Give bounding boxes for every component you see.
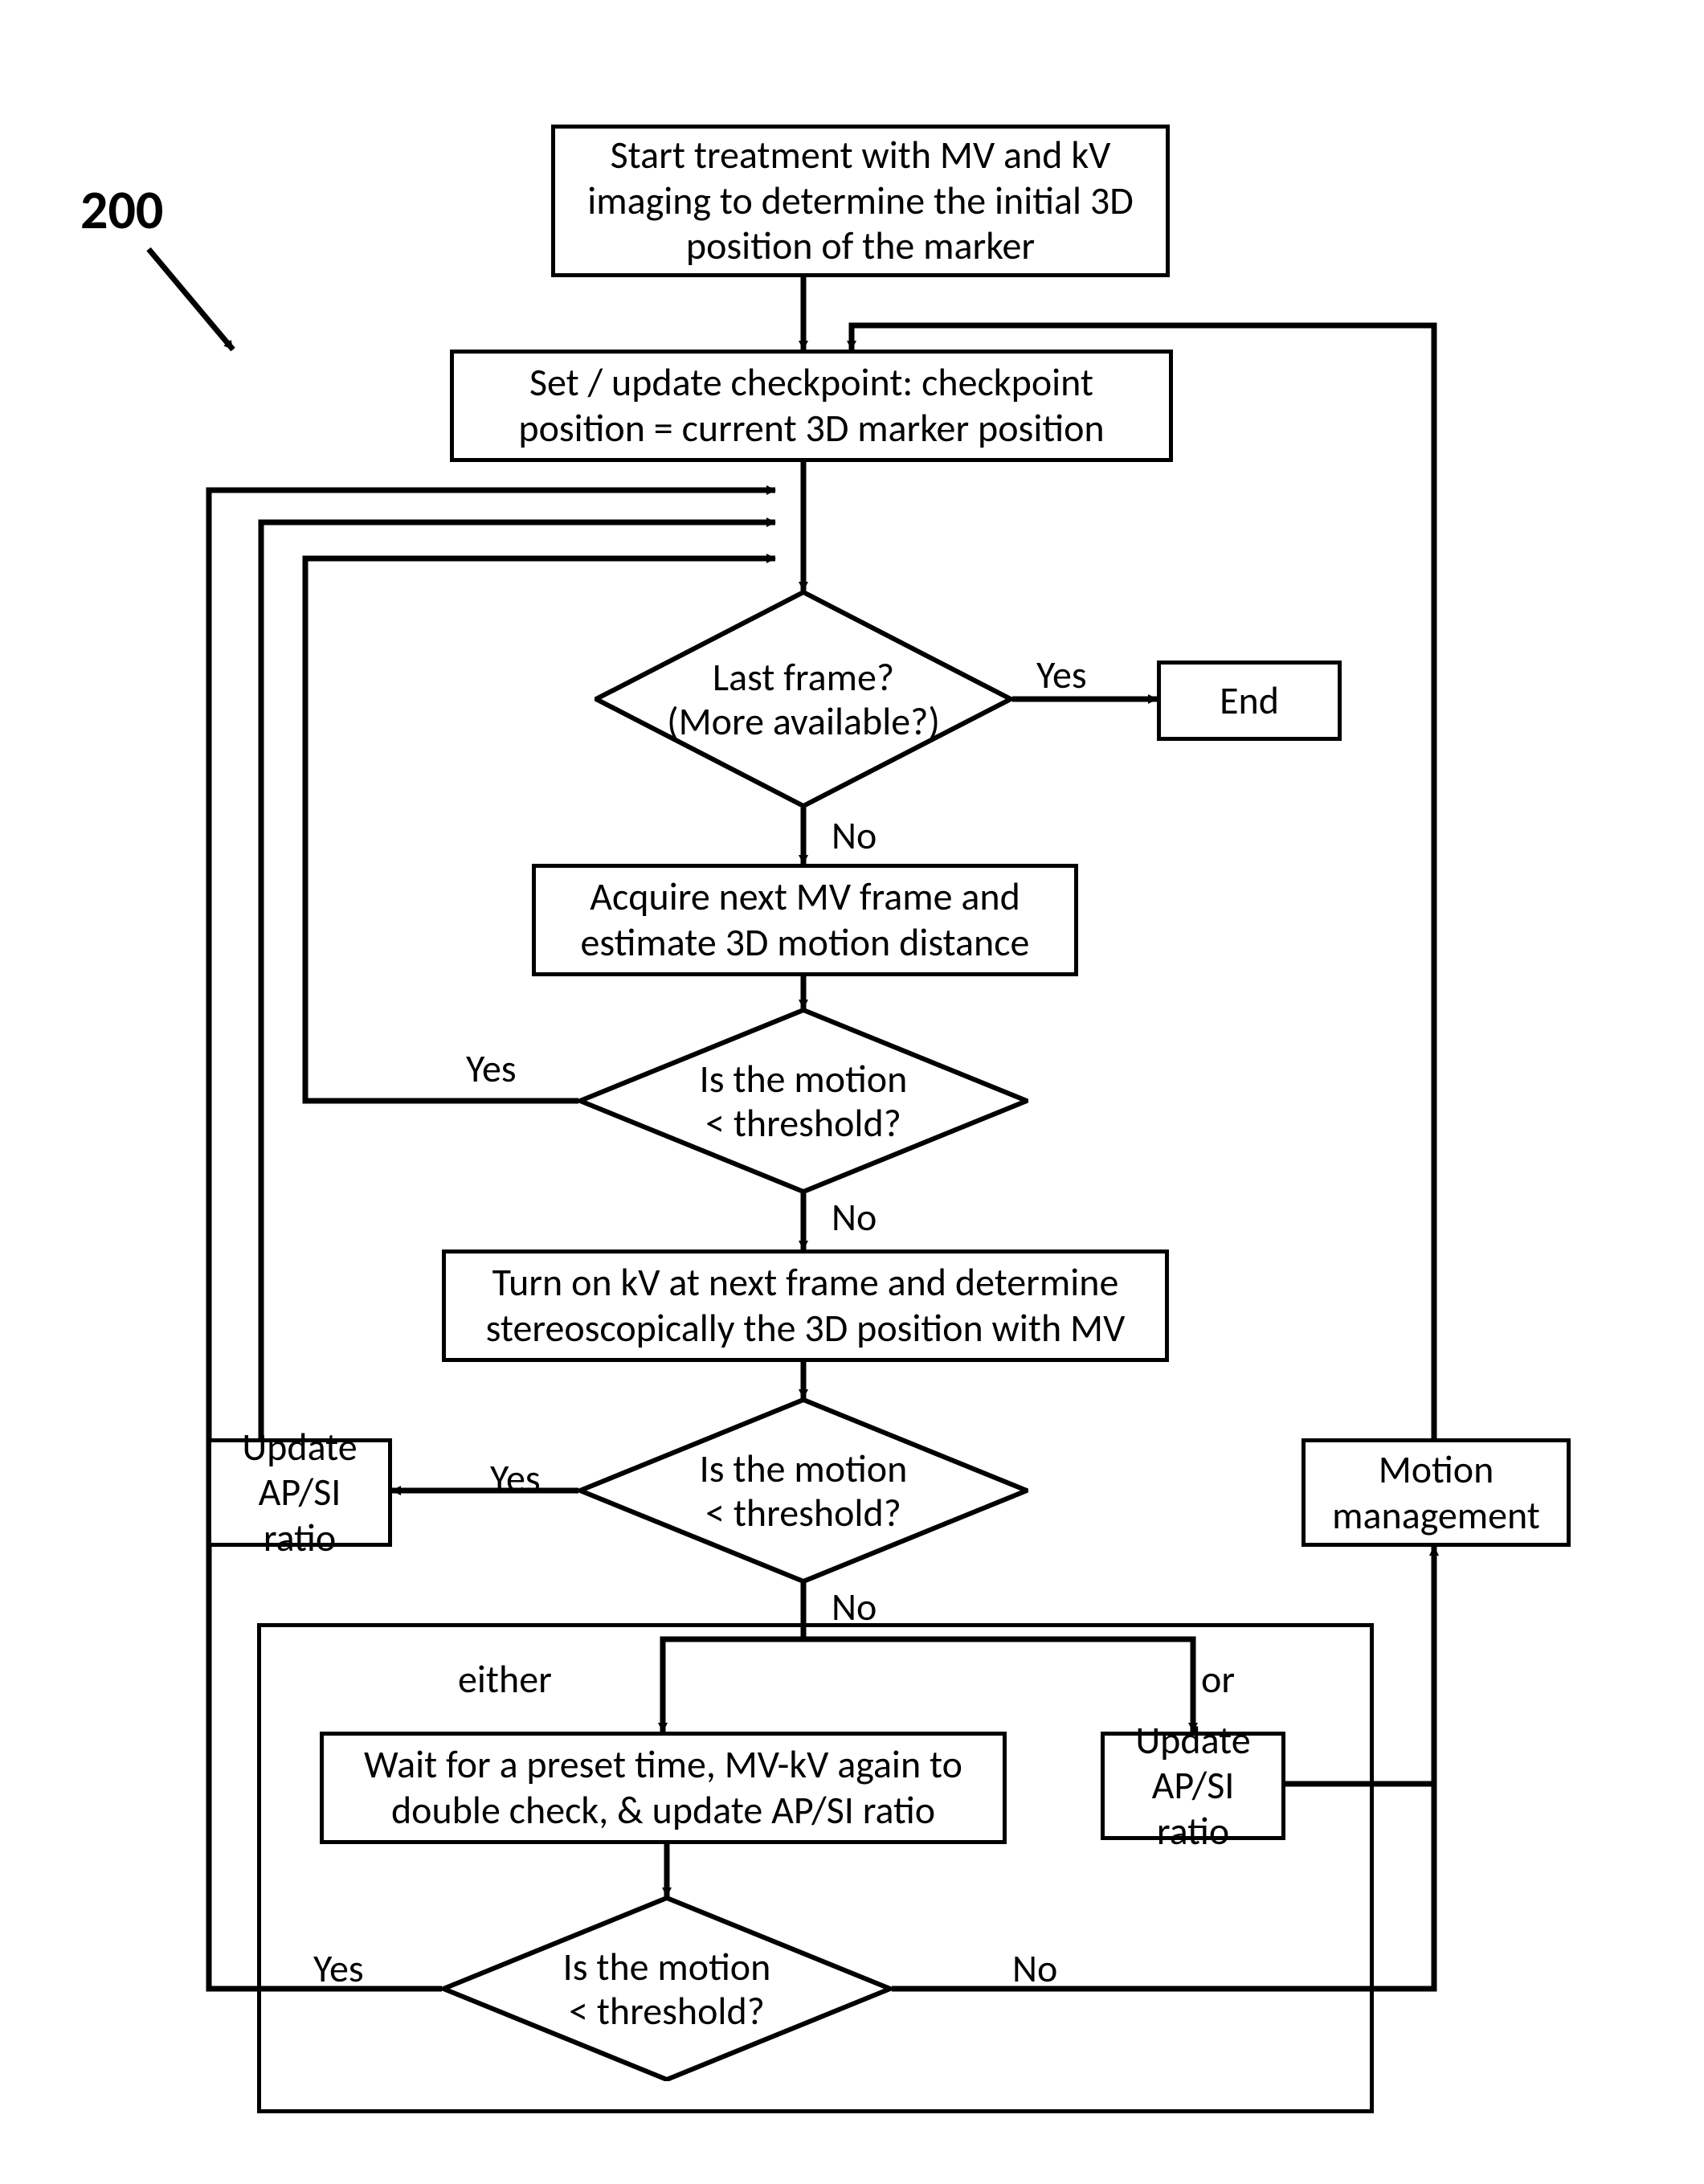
flowchart-canvas: 200 Start treatment with MV and kV imagi… bbox=[0, 0, 1704, 2184]
label-yes-thresh1: Yes bbox=[466, 1045, 517, 1092]
node-start: Start treatment with MV and kV imaging t… bbox=[551, 125, 1170, 277]
node-motion-management: Motion management bbox=[1301, 1438, 1571, 1547]
node-acquire: Acquire next MV frame and estimate 3D mo… bbox=[532, 864, 1078, 976]
node-checkpoint: Set / update checkpoint: checkpoint posi… bbox=[450, 350, 1173, 462]
label-yes-thresh2: Yes bbox=[490, 1454, 541, 1502]
label-either: either bbox=[458, 1655, 552, 1703]
label-or: or bbox=[1201, 1655, 1235, 1703]
node-turn-on-kv: Turn on kV at next frame and determine s… bbox=[442, 1249, 1169, 1362]
label-no-thresh2: No bbox=[832, 1583, 877, 1630]
edge-split-left bbox=[663, 1639, 803, 1732]
edge-fig-arrow bbox=[149, 249, 233, 350]
edge-updateR-to-mm bbox=[1285, 1547, 1434, 1784]
node-update-apsi-left: Update AP/SI ratio bbox=[207, 1438, 392, 1547]
node-update-apsi-right: Update AP/SI ratio bbox=[1101, 1732, 1285, 1840]
label-no-thresh1: No bbox=[832, 1193, 877, 1241]
label-yes-thresh3: Yes bbox=[313, 1945, 364, 1992]
label-no-thresh3: No bbox=[1012, 1945, 1057, 1992]
label-no-lastframe: No bbox=[832, 812, 877, 859]
node-wait-doublecheck: Wait for a preset time, MV-kV again to d… bbox=[320, 1732, 1007, 1844]
node-end: End bbox=[1157, 661, 1342, 741]
label-yes-lastframe: Yes bbox=[1036, 651, 1087, 698]
